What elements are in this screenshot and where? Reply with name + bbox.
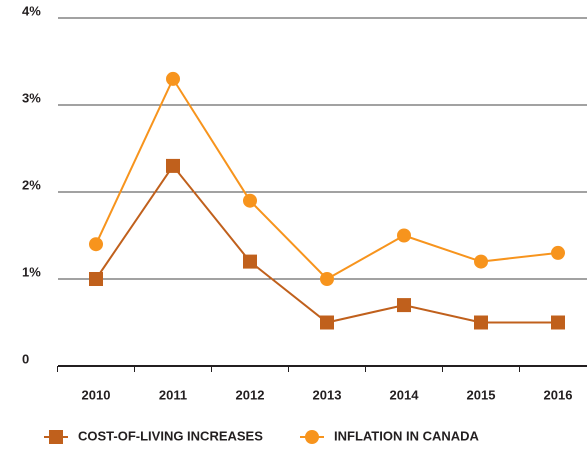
y-tick-label: 2% [22, 177, 41, 192]
x-tick-label: 2012 [236, 387, 265, 402]
legend-marker [305, 430, 319, 444]
legend-label: COST-OF-LIVING INCREASES [78, 428, 263, 443]
x-tick-label: 2010 [82, 387, 111, 402]
y-tick-label: 4% [22, 3, 41, 18]
data-point [243, 254, 257, 269]
data-point [166, 71, 180, 86]
legend-label: INFLATION IN CANADA [334, 428, 480, 443]
data-point [551, 245, 565, 260]
data-point [474, 254, 488, 269]
series-line [95, 164, 558, 324]
x-tick-label: 2014 [390, 387, 420, 402]
data-point [320, 315, 334, 330]
data-point [243, 193, 257, 208]
x-tick-label: 2013 [313, 387, 342, 402]
data-point [474, 315, 488, 330]
data-point [320, 272, 334, 286]
data-point [166, 158, 180, 173]
x-tick-label: 2016 [544, 387, 573, 402]
data-point [397, 228, 411, 243]
data-point [397, 298, 411, 313]
data-point [89, 237, 103, 252]
data-point [89, 272, 103, 286]
data-point [551, 315, 565, 330]
y-tick-label: 3% [22, 90, 41, 105]
legend-marker [49, 430, 63, 444]
x-tick-label: 2015 [467, 387, 496, 402]
y-tick-label: 1% [22, 264, 41, 279]
x-tick-label: 2011 [159, 387, 187, 402]
y-tick-label: 0 [22, 351, 29, 366]
